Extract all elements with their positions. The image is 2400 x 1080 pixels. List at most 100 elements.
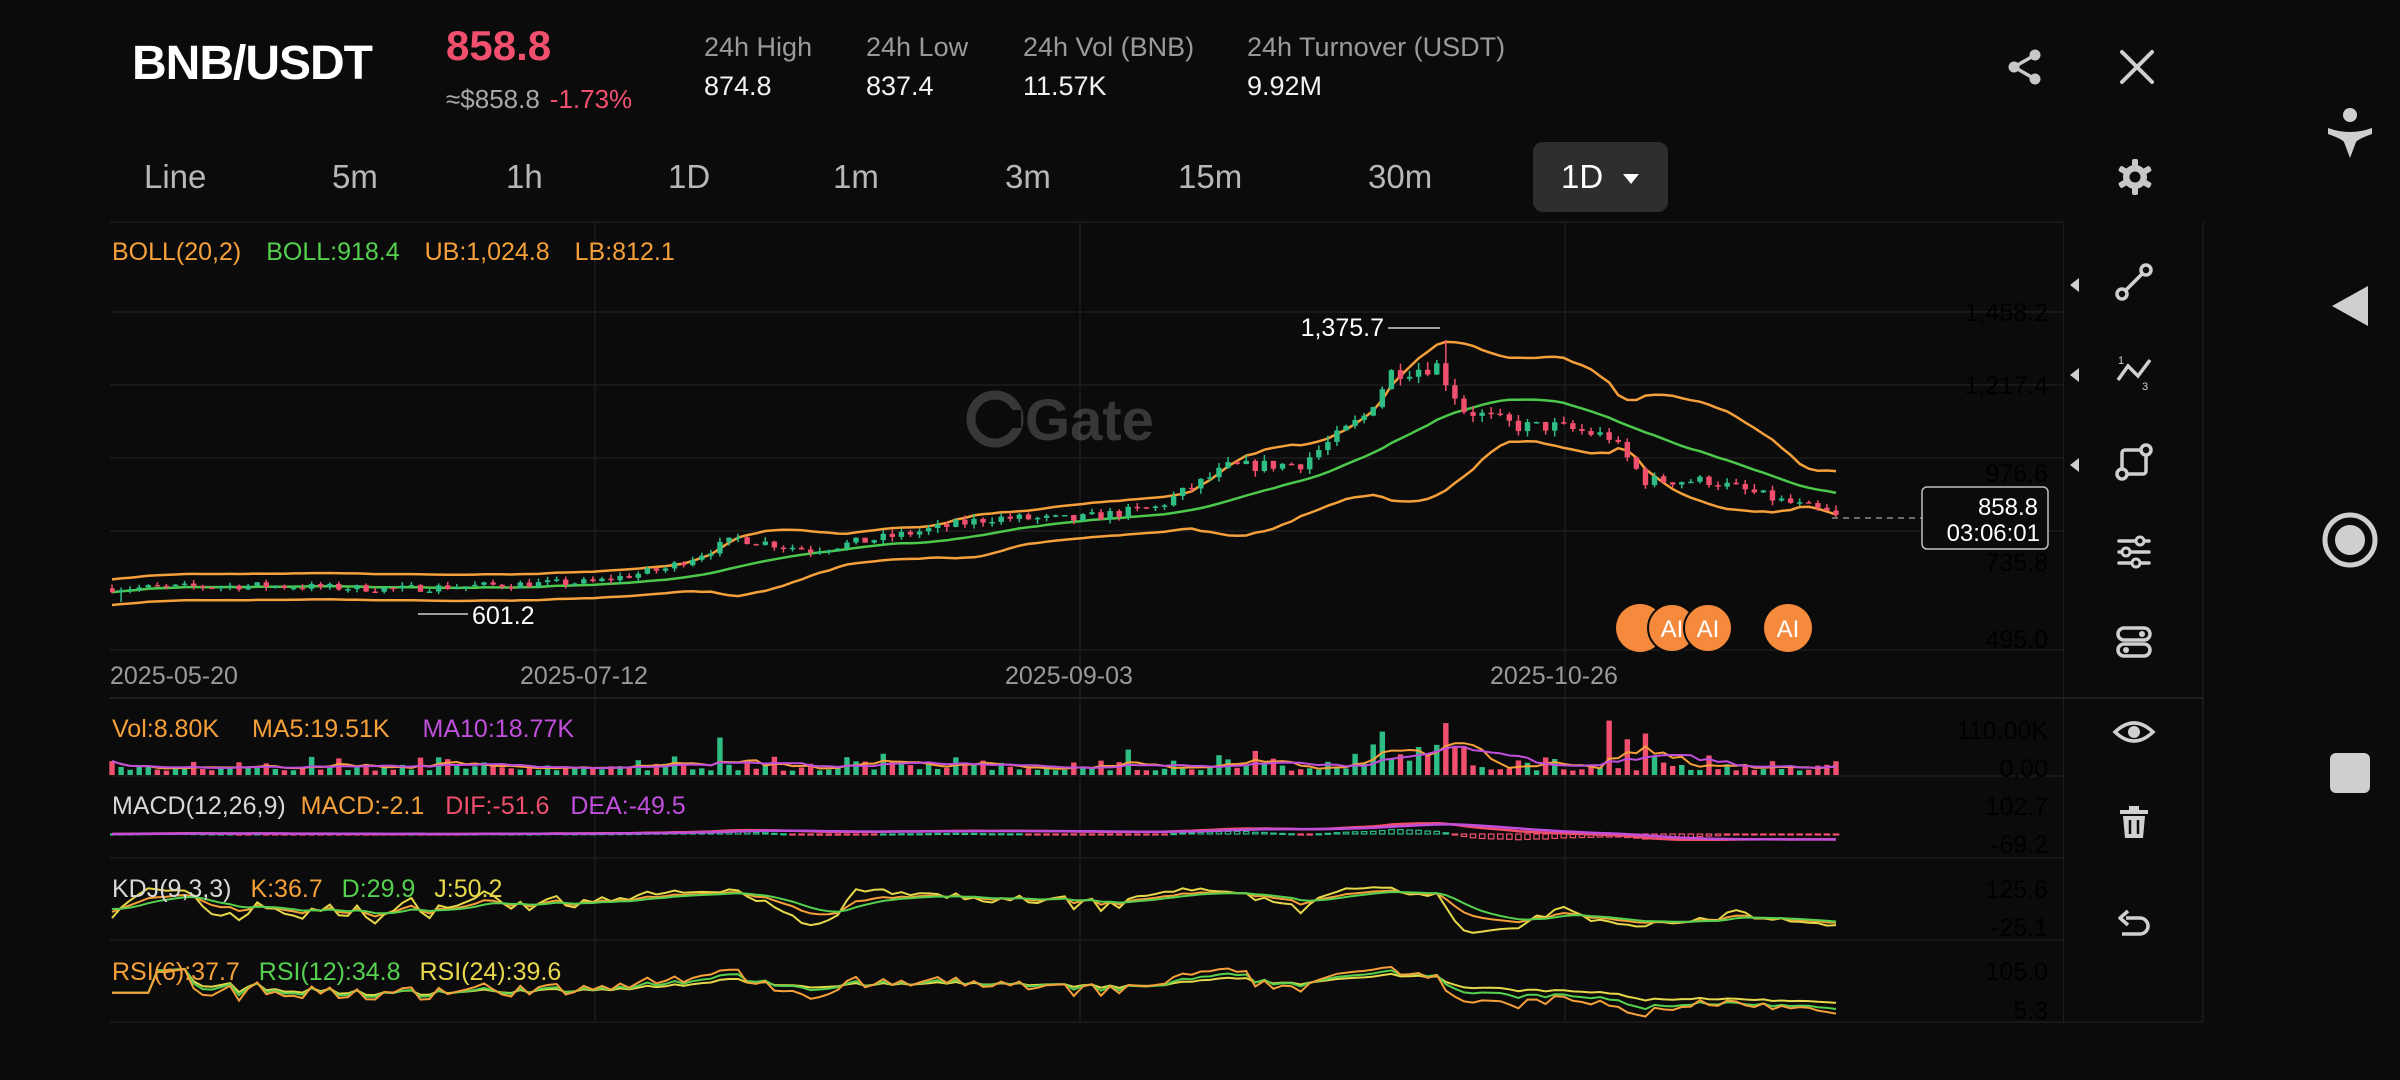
volume-bar bbox=[1307, 768, 1313, 775]
macd-histogram-bar bbox=[1832, 833, 1840, 836]
visibility-tool[interactable] bbox=[2104, 702, 2164, 762]
candle-body bbox=[1007, 516, 1014, 519]
nav-home-button[interactable] bbox=[2310, 500, 2390, 580]
macd-histogram-bar bbox=[389, 833, 397, 836]
tab-1h[interactable]: 1h bbox=[506, 158, 543, 195]
volume-bar bbox=[145, 766, 152, 775]
candle-body bbox=[1660, 476, 1667, 483]
macd-histogram-bar bbox=[662, 832, 669, 835]
tab-3m[interactable]: 3m bbox=[1005, 158, 1051, 195]
candle-body bbox=[626, 575, 632, 578]
share-button[interactable] bbox=[1996, 38, 2054, 96]
indicator-settings-tool[interactable] bbox=[2104, 522, 2164, 582]
macd-histogram-bar bbox=[870, 833, 878, 836]
nav-back-button[interactable] bbox=[2310, 266, 2390, 346]
volume-bar bbox=[1679, 765, 1685, 775]
volume-bar bbox=[798, 767, 805, 775]
oscillator-layer bbox=[110, 821, 1840, 1018]
candle-body bbox=[562, 579, 569, 585]
macd-histogram-bar bbox=[272, 833, 279, 836]
macd-histogram-bar bbox=[743, 831, 751, 835]
volume-bar bbox=[762, 763, 769, 775]
macd-histogram-bar bbox=[1469, 833, 1477, 839]
macd-histogram-bar bbox=[1478, 833, 1486, 840]
candle-body bbox=[1098, 512, 1104, 520]
close-button[interactable] bbox=[2108, 38, 2166, 96]
tab-interval-dropdown[interactable]: 1D bbox=[1533, 142, 1669, 212]
tab-15m[interactable]: 15m bbox=[1178, 158, 1243, 195]
volume-legend[interactable]: Vol:8.80K MA5:19.51K MA10:18.77K bbox=[112, 715, 574, 744]
macd-histogram-bar bbox=[834, 833, 842, 836]
kdj-legend[interactable]: KDJ(9,3,3) K:36.7 D:29.9 J:50.2 bbox=[112, 875, 502, 904]
tab-1m[interactable]: 1m bbox=[833, 158, 879, 195]
magnet-toggle-tool[interactable] bbox=[2104, 612, 2164, 672]
macd-legend[interactable]: MACD(12,26,9) MACD:-2.1 DIF:-51.6 DEA:-4… bbox=[112, 792, 686, 821]
macd-histogram-bar bbox=[1288, 833, 1295, 836]
active-interval-label: 1D bbox=[1561, 158, 1604, 195]
stat-24h-turnover: 24h Turnover (USDT) 9.92M bbox=[1247, 32, 1505, 102]
tab-1d[interactable]: 1D bbox=[668, 158, 711, 195]
volume-bar bbox=[1052, 770, 1059, 775]
volume-bar bbox=[1796, 770, 1803, 775]
candle-body bbox=[708, 553, 714, 556]
volume-bar bbox=[1334, 767, 1340, 775]
volume-bar bbox=[562, 766, 569, 775]
expand-caret-icon[interactable] bbox=[2070, 458, 2079, 472]
boll-legend[interactable]: BOLL(20,2) BOLL:918.4 UB:1,024.8 LB:812.… bbox=[112, 238, 675, 267]
volume-bar bbox=[1361, 763, 1367, 775]
vol-ma5: MA5:19.51K bbox=[251, 715, 390, 743]
candle-body bbox=[1424, 369, 1431, 375]
chart-settings-button[interactable] bbox=[2106, 148, 2164, 206]
volume-bar bbox=[1415, 746, 1422, 775]
accessibility-button[interactable] bbox=[2310, 94, 2390, 174]
candle-body bbox=[1352, 419, 1358, 426]
volume-bar bbox=[209, 770, 215, 775]
macd-histogram-bar bbox=[752, 831, 760, 835]
volume-bar bbox=[454, 765, 460, 775]
volume-bar bbox=[1116, 762, 1122, 775]
undo-tool[interactable] bbox=[2104, 896, 2164, 956]
boll-lower-band bbox=[111, 439, 1837, 607]
macd-histogram-bar bbox=[1124, 833, 1132, 836]
volume-bar bbox=[1216, 755, 1222, 775]
candle-body bbox=[744, 537, 750, 545]
macd-histogram-bar bbox=[861, 833, 869, 836]
macd-histogram-bar bbox=[1496, 833, 1504, 840]
ai-badges[interactable]: AI AI AI bbox=[1616, 603, 1812, 653]
macd-histogram-bar bbox=[1578, 833, 1586, 839]
volume-bar bbox=[953, 757, 959, 775]
volume-bar bbox=[1424, 755, 1431, 775]
volume-bar bbox=[390, 769, 396, 775]
candle-body bbox=[1361, 415, 1367, 420]
kdj-d: D:29.9 bbox=[341, 875, 416, 903]
volume-bar bbox=[245, 768, 251, 775]
tab-line[interactable]: Line bbox=[144, 158, 207, 195]
candle-body bbox=[408, 585, 415, 587]
expand-caret-icon[interactable] bbox=[2070, 278, 2079, 292]
macd-histogram-bar bbox=[780, 833, 787, 836]
macd-histogram-bar bbox=[399, 833, 406, 836]
volume-bar bbox=[1824, 764, 1830, 775]
macd-histogram-bar bbox=[716, 831, 724, 835]
expand-caret-icon[interactable] bbox=[2070, 368, 2079, 382]
volume-bar bbox=[1279, 765, 1286, 775]
tab-30m[interactable]: 30m bbox=[1368, 158, 1433, 195]
candle-body bbox=[889, 533, 896, 537]
macd-histogram-bar bbox=[489, 833, 497, 836]
tab-5m[interactable]: 5m bbox=[332, 158, 378, 195]
macd-name: MACD(12,26,9) bbox=[112, 792, 286, 820]
volume-bar bbox=[807, 763, 814, 775]
vol-y-min: 0.00 bbox=[1999, 755, 2048, 783]
rsi-legend[interactable]: RSI(6):37.7 RSI(12):34.8 RSI(24):39.6 bbox=[112, 958, 561, 987]
candle-body bbox=[218, 586, 224, 589]
trend-line-tool[interactable] bbox=[2104, 252, 2164, 312]
rsi-y-min: 5.3 bbox=[2013, 997, 2048, 1025]
nav-recents-button[interactable] bbox=[2310, 733, 2390, 813]
delete-drawings-tool[interactable] bbox=[2104, 792, 2164, 852]
shape-tool[interactable] bbox=[2104, 432, 2164, 492]
macd-histogram-bar bbox=[126, 833, 134, 836]
volume-bar bbox=[1624, 739, 1631, 775]
current-price-marker: 858.8 03:06:01 bbox=[1832, 486, 2049, 550]
